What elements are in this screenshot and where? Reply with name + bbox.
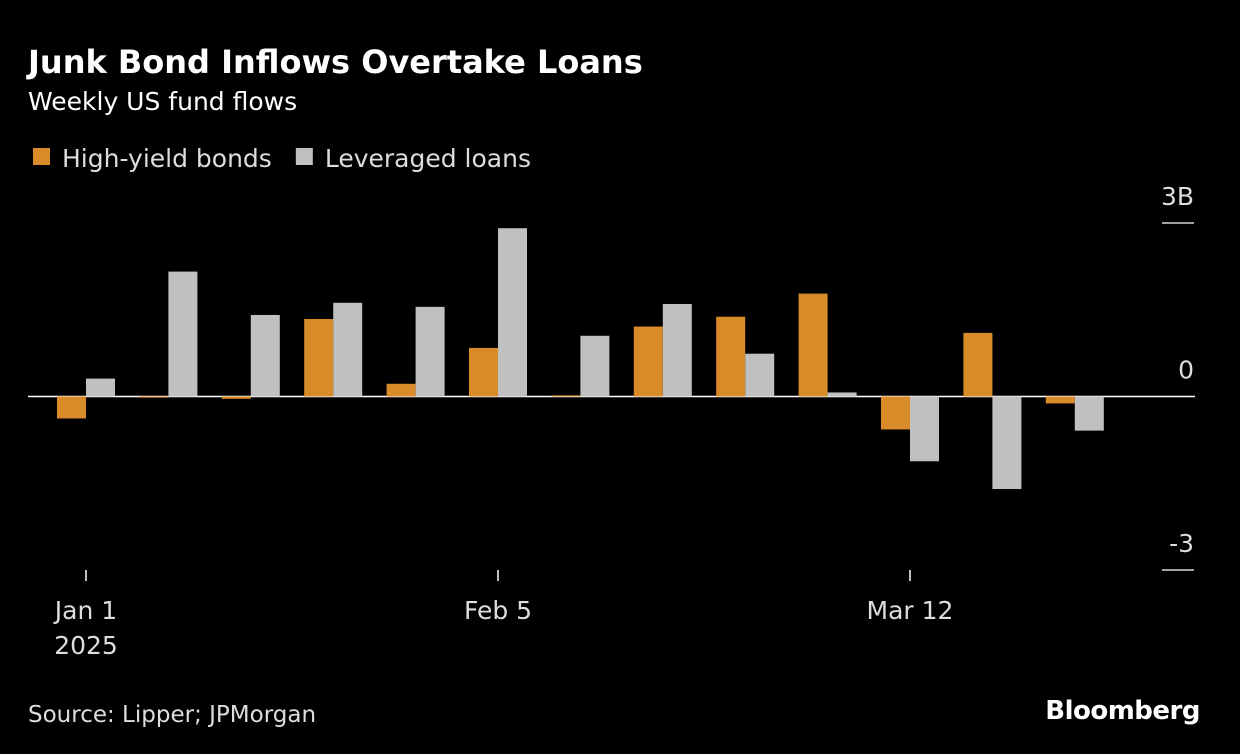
y-tick-label: 0 (1178, 356, 1194, 385)
bar (662, 303, 692, 397)
bar (881, 396, 910, 430)
bar (963, 332, 993, 397)
x-tick-label: Feb 5 (464, 596, 532, 625)
bar (386, 383, 416, 397)
bar (498, 228, 527, 397)
chart-title: Junk Bond Inflows Overtake Loans (26, 43, 643, 81)
legend-swatch (295, 148, 313, 165)
bar (910, 396, 939, 462)
y-tick-label: -3 (1169, 529, 1194, 558)
bar (716, 316, 746, 397)
x-year-label: 2025 (54, 631, 118, 660)
bar (551, 395, 581, 397)
bar (1045, 396, 1075, 404)
bar (139, 396, 169, 398)
bar (992, 396, 1022, 490)
bar (469, 347, 498, 397)
bar (580, 335, 610, 397)
legend-swatch (33, 148, 50, 165)
y-tick-label: 3B (1161, 182, 1194, 211)
bar (633, 326, 663, 397)
x-tick-label: Jan 1 (53, 596, 117, 625)
bar (168, 271, 198, 397)
source: Source: Lipper; JPMorgan (28, 702, 316, 728)
bar (333, 302, 363, 397)
x-tick-label: Mar 12 (867, 596, 954, 625)
bar (57, 396, 86, 419)
legend-label: High-yield bonds (62, 144, 272, 173)
bar (86, 378, 115, 397)
bar (827, 392, 857, 397)
brand-logo: Bloomberg (1045, 696, 1200, 726)
bar (250, 314, 280, 397)
bar (415, 306, 445, 397)
bar (798, 293, 828, 397)
bar (304, 319, 334, 397)
legend-label: Leveraged loans (325, 144, 531, 173)
bar (745, 353, 775, 397)
chart-subtitle: Weekly US fund flows (28, 87, 297, 116)
bar (221, 396, 251, 399)
bar (1074, 396, 1104, 431)
